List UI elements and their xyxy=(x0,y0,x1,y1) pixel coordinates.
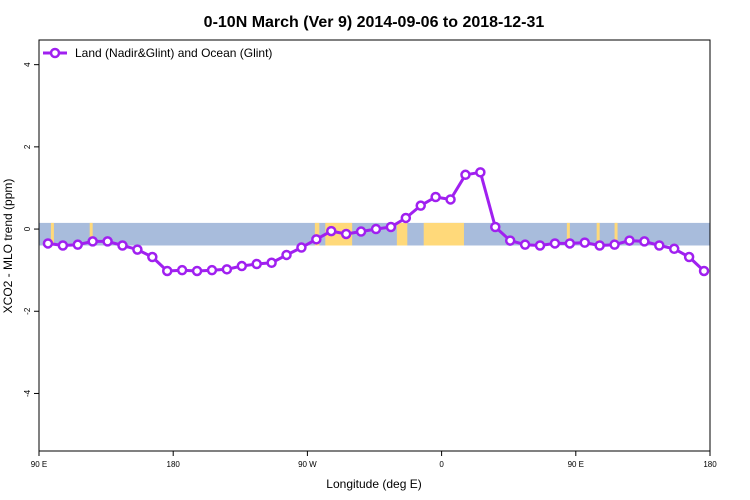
data-point xyxy=(668,243,680,255)
data-point xyxy=(57,240,69,251)
data-point xyxy=(42,238,54,249)
data-point xyxy=(475,167,486,178)
land-segment xyxy=(396,222,408,246)
x-tick-label: 90 W xyxy=(298,460,317,469)
y-tick-label: -2 xyxy=(23,307,32,315)
legend-marker-swatch xyxy=(49,47,61,59)
series-line xyxy=(47,170,706,273)
x-tick-label: 180 xyxy=(703,460,717,469)
y-axis: -4 -2 0 2 4 xyxy=(23,62,39,397)
y-tick-label: 2 xyxy=(23,144,32,149)
y-tick-label: 0 xyxy=(23,226,32,231)
data-point xyxy=(534,240,546,251)
data-point xyxy=(72,239,84,250)
data-point xyxy=(281,249,292,261)
chart-title: 0-10N March (Ver 9) 2014-09-06 to 2018-1… xyxy=(204,14,545,31)
data-point xyxy=(624,235,635,246)
x-tick-label: 90 E xyxy=(568,460,584,469)
data-point xyxy=(206,264,218,276)
data-point xyxy=(326,225,337,237)
y-tick-label: -4 xyxy=(23,389,32,397)
data-point xyxy=(460,169,471,181)
land-segment xyxy=(596,222,600,246)
data-point xyxy=(385,221,397,233)
data-point xyxy=(147,251,158,263)
data-point xyxy=(311,234,322,245)
data-point xyxy=(176,264,188,276)
x-tick-label: 90 E xyxy=(31,460,47,469)
y-tick-label: 4 xyxy=(23,62,32,67)
data-point xyxy=(549,238,561,249)
data-point xyxy=(400,212,412,224)
legend: Land (Nadir&Glint) and Ocean (Glint) xyxy=(43,46,272,60)
ocean-land-band xyxy=(39,222,710,246)
x-axis-label: Longitude (deg E) xyxy=(326,477,421,491)
data-point xyxy=(654,240,665,251)
data-point xyxy=(519,239,531,250)
data-point xyxy=(594,240,605,251)
data-point xyxy=(504,235,516,246)
data-point xyxy=(117,240,128,251)
data-point xyxy=(490,221,501,233)
land-segment xyxy=(614,222,618,246)
x-axis: 90 E 180 90 W 0 90 E 180 xyxy=(31,451,717,469)
data-point xyxy=(445,194,456,205)
ocean-band xyxy=(39,222,710,246)
series-layer xyxy=(42,167,710,277)
legend-entry: Land (Nadir&Glint) and Ocean (Glint) xyxy=(75,46,272,60)
data-point xyxy=(370,223,382,235)
data-point xyxy=(266,257,277,269)
data-point xyxy=(221,264,233,275)
data-point xyxy=(87,236,98,247)
x-tick-label: 180 xyxy=(167,460,181,469)
data-point xyxy=(161,265,173,277)
data-point xyxy=(251,258,262,270)
data-point xyxy=(639,236,650,247)
data-point xyxy=(415,200,426,211)
data-point xyxy=(564,238,576,249)
data-point xyxy=(355,226,367,237)
data-point xyxy=(430,191,441,203)
land-segment xyxy=(50,222,54,246)
plot-frame xyxy=(38,39,711,452)
land-segment xyxy=(566,222,570,246)
land-segment xyxy=(423,222,464,246)
x-tick-label: 0 xyxy=(439,460,444,469)
data-point xyxy=(609,239,620,250)
data-point xyxy=(236,260,248,272)
data-point xyxy=(191,265,203,277)
land-segment xyxy=(89,222,93,246)
data-point xyxy=(132,244,143,255)
data-point xyxy=(102,236,113,247)
data-point xyxy=(340,228,352,240)
y-axis-label: XCO2 - MLO trend (ppm) xyxy=(1,179,15,314)
data-point xyxy=(579,237,590,248)
data-point xyxy=(698,265,710,277)
data-point xyxy=(683,251,695,263)
data-point xyxy=(296,242,307,253)
